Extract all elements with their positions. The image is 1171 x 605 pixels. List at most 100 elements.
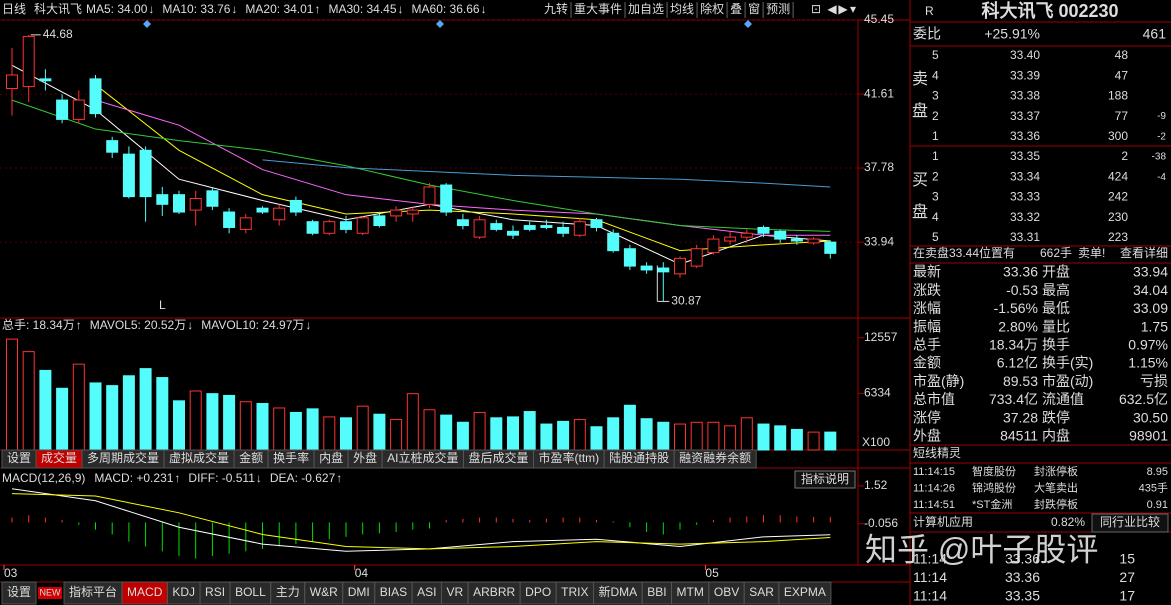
tab[interactable]: 市盈率(ttm) xyxy=(538,450,599,465)
stat-label: 跌停 xyxy=(1042,409,1070,425)
tab[interactable]: DMI xyxy=(348,585,370,599)
order-price: 33.31 xyxy=(1010,230,1040,244)
tab[interactable]: 新DMA xyxy=(599,584,638,599)
volume-bar xyxy=(807,431,820,451)
tab[interactable]: SAR xyxy=(749,585,774,599)
tab[interactable]: MTM xyxy=(677,585,704,599)
volume-bar xyxy=(674,423,686,451)
industry: 计算机应用 xyxy=(913,514,973,529)
tab[interactable]: ASI xyxy=(417,585,436,599)
tab[interactable]: KDJ xyxy=(172,585,195,599)
stat-label: 涨跌 xyxy=(913,282,941,298)
volume-bar xyxy=(373,413,386,451)
tick-volume: 17 xyxy=(1119,588,1135,604)
tab[interactable]: 外盘 xyxy=(353,450,377,465)
order-level: 3 xyxy=(932,89,939,103)
tab[interactable]: 盘后成交量 xyxy=(468,450,528,465)
compare-label[interactable]: 同行业比较 xyxy=(1100,514,1160,529)
event-marker[interactable] xyxy=(143,20,151,28)
order-price: 33.32 xyxy=(1010,210,1040,224)
sprite-time: 11:14:51 xyxy=(913,499,955,511)
tab[interactable]: 换手率 xyxy=(273,450,309,465)
tab[interactable]: 金额 xyxy=(239,450,263,465)
order-level: 5 xyxy=(932,48,939,62)
sprite-event: 封涨停板 xyxy=(1034,464,1078,478)
tab[interactable]: MACD xyxy=(127,585,163,599)
candle-body xyxy=(173,194,185,213)
tab[interactable]: DPO xyxy=(525,585,551,599)
tab-background[interactable] xyxy=(778,581,832,605)
tab[interactable]: 内盘 xyxy=(319,450,343,465)
compare-button[interactable] xyxy=(1091,513,1169,533)
button-background[interactable] xyxy=(794,470,856,489)
tab-background[interactable] xyxy=(673,449,757,469)
tab[interactable]: 主力 xyxy=(276,585,300,599)
macd-line xyxy=(11,493,831,550)
order-level: 1 xyxy=(932,129,939,143)
stat-value: 84511 xyxy=(1000,428,1038,444)
event-marker[interactable] xyxy=(744,20,752,28)
toolbar-icon[interactable]: ▾ xyxy=(850,2,856,16)
volume-bar xyxy=(607,417,620,451)
tab[interactable]: 指标平台 xyxy=(69,584,117,599)
order-volume: 223 xyxy=(1108,230,1128,244)
tab[interactable]: 融资融券余额 xyxy=(679,450,751,465)
tab[interactable]: BIAS xyxy=(380,585,407,599)
toolbar-button: 九转 xyxy=(544,1,568,16)
tab[interactable]: 设置 xyxy=(7,451,31,465)
tab[interactable]: BOLL xyxy=(235,585,266,599)
order-volume: 188 xyxy=(1108,89,1128,103)
tab[interactable]: 陆股通持股 xyxy=(609,450,669,465)
order-price: 33.37 xyxy=(1010,109,1040,123)
tab[interactable]: AI立桩成交量 xyxy=(387,450,458,465)
volume-bar xyxy=(273,407,286,451)
tab[interactable]: BBI xyxy=(647,585,666,599)
tab[interactable]: VR xyxy=(446,585,463,599)
industry-change: 0.82% xyxy=(1051,515,1085,529)
toolbar-icon[interactable]: ▶ xyxy=(838,2,848,16)
tick-volume: 27 xyxy=(1119,569,1135,585)
stat-label: 最新 xyxy=(913,264,941,280)
toolbar-icon[interactable]: ◀ xyxy=(827,2,837,16)
tab[interactable]: W&R xyxy=(310,585,338,599)
tab[interactable]: 虚拟成交量 xyxy=(169,450,229,465)
order-level: 1 xyxy=(932,149,939,163)
y-tick-label: 1.52 xyxy=(864,478,888,492)
volume-bar xyxy=(72,363,85,451)
order-price: 33.36 xyxy=(1010,129,1040,143)
toolbar-button: 重大事件 xyxy=(574,2,622,16)
tick-time: 11:14 xyxy=(913,588,947,604)
volume-bar xyxy=(6,338,18,451)
tab[interactable]: RSI xyxy=(205,585,225,599)
y-tick-label: 6334 xyxy=(864,386,891,400)
date-label: 04 xyxy=(355,566,369,580)
volume-bar xyxy=(557,420,570,451)
sprite-stock: *ST金洲 xyxy=(972,497,1012,511)
candle-body xyxy=(774,230,787,240)
volume-bar xyxy=(774,425,787,451)
candle-body xyxy=(607,232,620,252)
tab[interactable]: 成交量 xyxy=(41,450,77,465)
candle-body xyxy=(106,140,119,153)
candle-body xyxy=(390,209,403,217)
candle-body xyxy=(640,265,653,271)
tab-background[interactable] xyxy=(1,581,37,605)
volume-bar xyxy=(139,368,152,451)
tab[interactable]: OBV xyxy=(714,585,739,599)
order-level: 2 xyxy=(932,169,939,183)
tab[interactable]: 设置 xyxy=(7,585,31,599)
volume-bar xyxy=(507,416,519,451)
stat-value: 33.36 xyxy=(1003,264,1038,280)
tab[interactable]: TRIX xyxy=(561,585,588,599)
event-marker[interactable] xyxy=(436,20,444,28)
tab[interactable]: ARBRR xyxy=(473,585,515,599)
indicator-help-button[interactable]: 指标说明 xyxy=(801,471,849,486)
tab[interactable]: EXPMA xyxy=(784,585,826,599)
candle-body xyxy=(306,221,319,234)
detail-link[interactable]: 查看详细 xyxy=(1120,245,1168,260)
toolbar-icon[interactable]: ⊡ xyxy=(811,2,821,16)
volume-bar xyxy=(690,421,703,451)
trend-arrow: ↑ xyxy=(336,471,342,485)
tab[interactable]: 多周期成交量 xyxy=(87,450,159,465)
